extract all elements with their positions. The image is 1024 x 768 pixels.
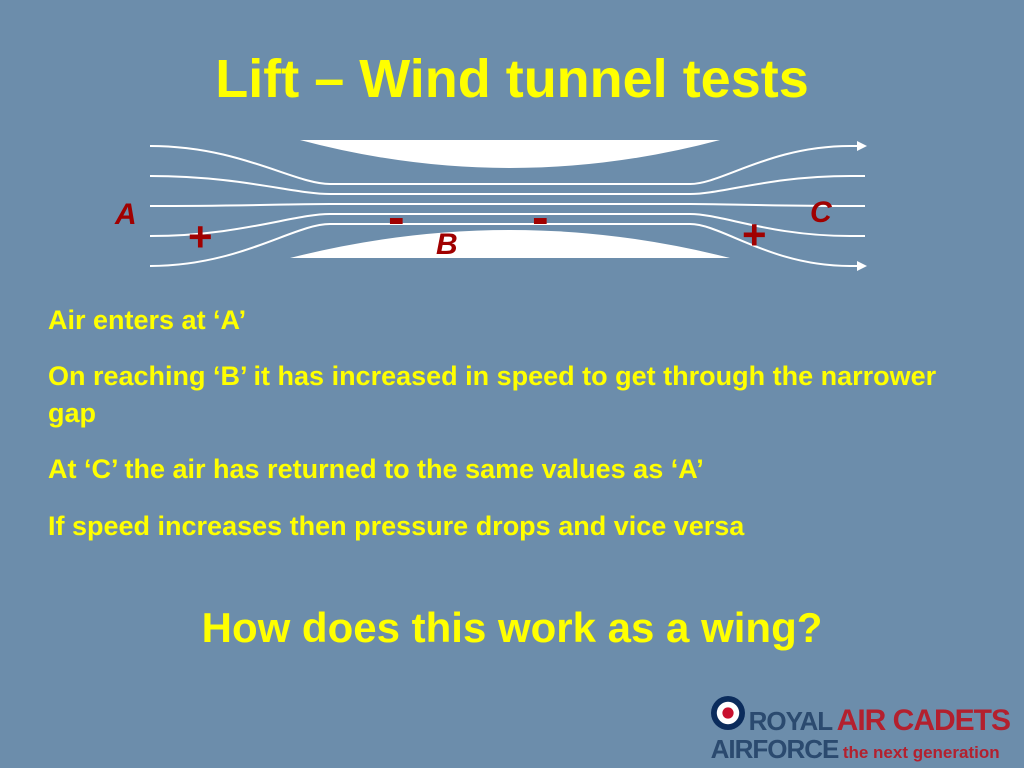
body-text: Air enters at ‘A’ On reaching ‘B’ it has … [48, 302, 976, 564]
diagram-label-b: B [436, 228, 458, 262]
slide-title: Lift – Wind tunnel tests [0, 48, 1024, 110]
logo-royal-text: ROYAL [749, 708, 833, 734]
venturi-diagram [150, 140, 870, 280]
pressure-plus-left: + [188, 216, 213, 258]
footer-logo: ROYAL AIR CADETS AIRFORCE the next gener… [711, 696, 1010, 762]
diagram-label-c: C [810, 196, 832, 230]
streamline [150, 204, 865, 206]
question-text: How does this work as a wing? [0, 604, 1024, 652]
venturi-bottom-wall [290, 230, 730, 258]
body-paragraph: On reaching ‘B’ it has increased in spee… [48, 358, 976, 431]
body-paragraph: If speed increases then pressure drops a… [48, 508, 976, 544]
diagram-label-a: A [115, 198, 137, 232]
logo-row-2: AIRFORCE the next generation [711, 736, 1010, 762]
body-paragraph: Air enters at ‘A’ [48, 302, 976, 338]
slide-canvas: Lift – Wind tunnel tests A B C + + - - A… [0, 0, 1024, 768]
venturi-top-wall [300, 140, 720, 168]
venturi-svg [150, 140, 870, 280]
logo-tagline-text: the next generation [843, 744, 1000, 761]
body-paragraph: At ‘C’ the air has returned to the same … [48, 451, 976, 487]
pressure-minus-left: - [388, 192, 405, 242]
pressure-plus-right: + [742, 214, 767, 256]
logo-airforce-text: AIRFORCE [711, 736, 839, 762]
pressure-minus-right: - [532, 192, 549, 242]
logo-aircadets-text: AIR CADETS [837, 706, 1010, 736]
logo-row-1: ROYAL AIR CADETS [711, 696, 1010, 736]
raf-roundel-icon [711, 696, 745, 734]
